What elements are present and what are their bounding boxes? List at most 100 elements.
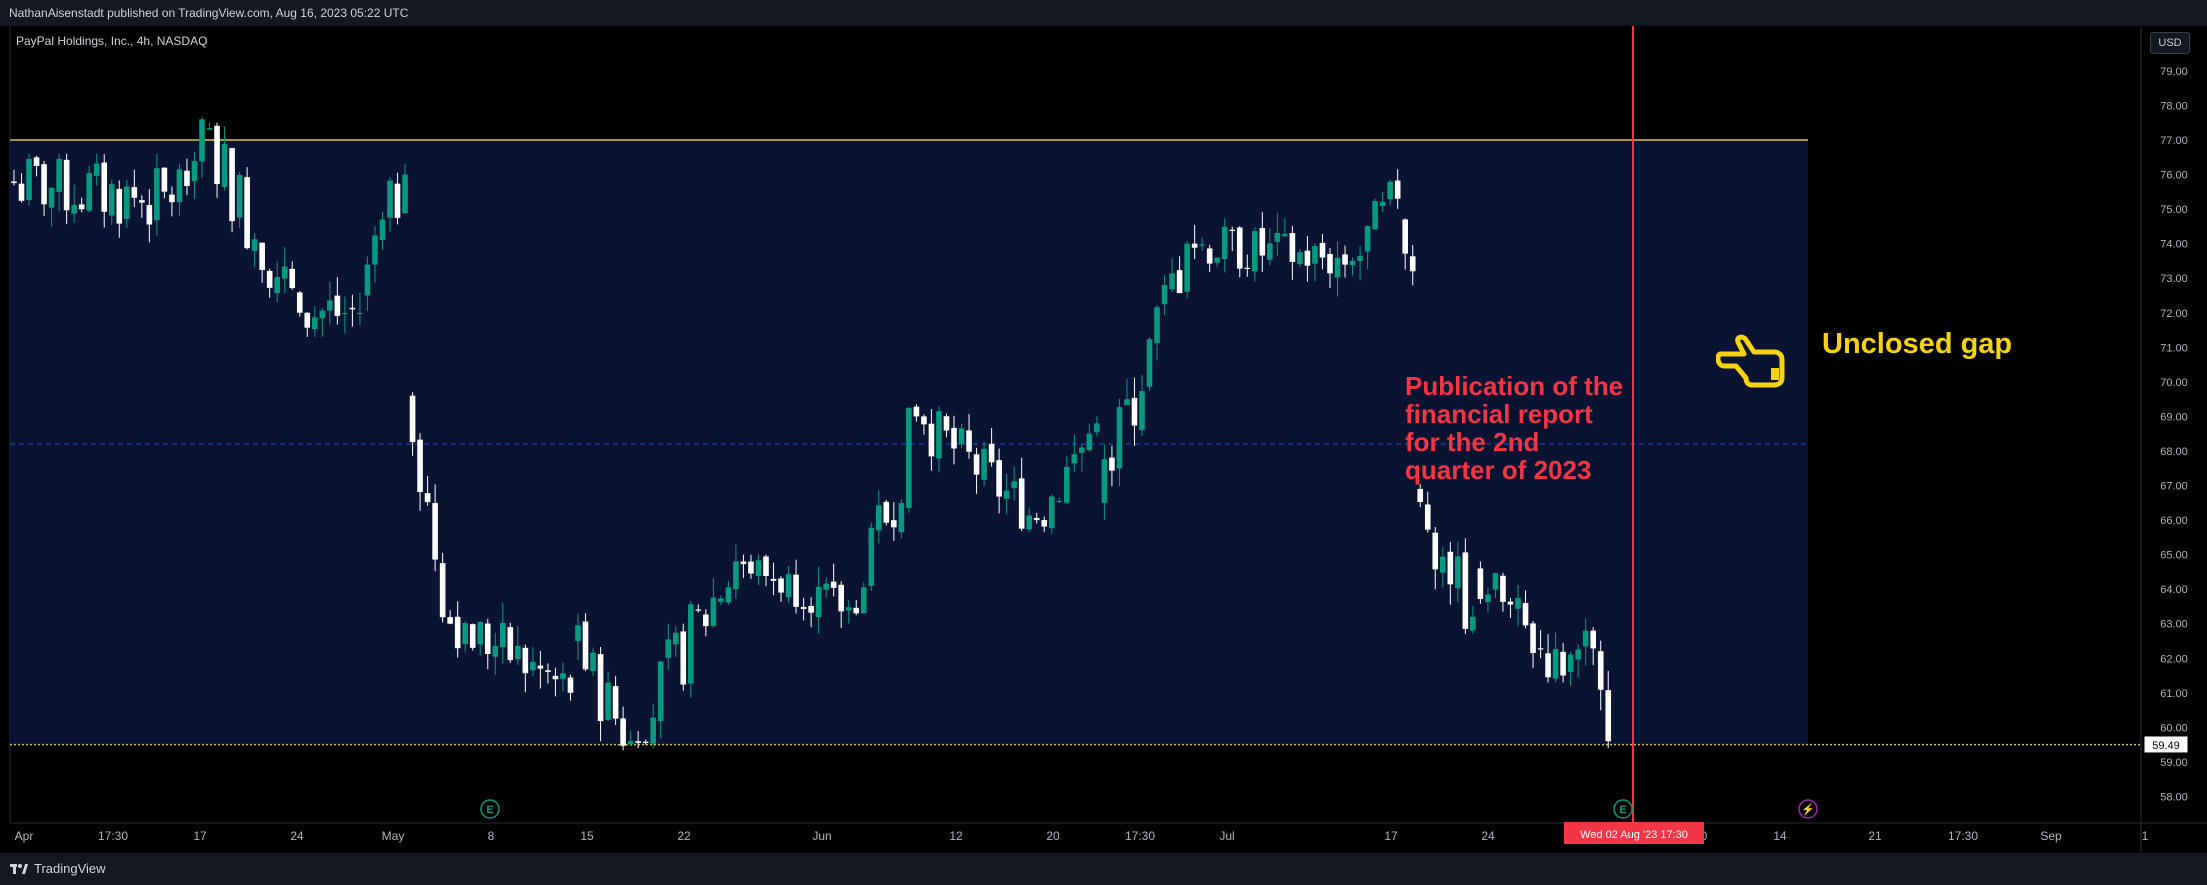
candle bbox=[1432, 532, 1439, 570]
candle bbox=[1552, 648, 1559, 679]
candle bbox=[1206, 248, 1213, 264]
candle bbox=[725, 587, 732, 603]
candle bbox=[1131, 397, 1138, 426]
candle bbox=[1447, 551, 1454, 585]
candle bbox=[507, 627, 514, 661]
candle bbox=[154, 168, 160, 221]
candle bbox=[966, 430, 972, 452]
candle bbox=[537, 665, 544, 669]
candle bbox=[1530, 623, 1536, 653]
price-chart[interactable]: PayPal Holdings, Inc., 4h, NASDAQ 58.00 59… bbox=[0, 26, 2207, 853]
candle bbox=[1470, 616, 1476, 631]
candle bbox=[492, 645, 499, 657]
tradingview-logo[interactable]: TradingView bbox=[10, 853, 106, 885]
candle bbox=[860, 587, 867, 614]
candle bbox=[1590, 630, 1596, 649]
candle bbox=[296, 292, 303, 313]
candle bbox=[913, 406, 920, 417]
candle bbox=[191, 161, 198, 181]
price-tick-label: 64.00 bbox=[2160, 584, 2188, 596]
candle bbox=[184, 170, 190, 187]
candle bbox=[1334, 257, 1341, 278]
candle bbox=[515, 645, 521, 660]
last-price-label: 59.49 bbox=[2152, 740, 2180, 752]
candle bbox=[1267, 243, 1273, 260]
candle bbox=[1582, 630, 1589, 647]
candle bbox=[1357, 256, 1363, 261]
candle bbox=[236, 174, 243, 218]
earnings-marker-aug[interactable] bbox=[1613, 799, 1633, 819]
candle bbox=[928, 423, 935, 457]
time-tick-label: 17 bbox=[193, 829, 207, 843]
candle bbox=[379, 219, 386, 241]
price-tick-label: 65.00 bbox=[2160, 550, 2188, 562]
time-axis-background bbox=[0, 821, 2140, 853]
candle bbox=[409, 395, 416, 443]
candle bbox=[357, 312, 363, 314]
candle bbox=[462, 623, 468, 645]
candle bbox=[1191, 243, 1198, 248]
candle bbox=[146, 204, 153, 225]
candle bbox=[1379, 201, 1386, 206]
earnings-marker-may[interactable] bbox=[480, 799, 500, 819]
candle bbox=[124, 186, 130, 219]
candle bbox=[372, 235, 378, 265]
candle bbox=[424, 493, 431, 503]
candle bbox=[342, 312, 348, 315]
candle bbox=[695, 609, 702, 611]
candle bbox=[815, 586, 822, 618]
candle bbox=[1372, 201, 1378, 230]
candle bbox=[1492, 573, 1499, 590]
candle bbox=[1394, 180, 1401, 199]
time-tick-label: 8 bbox=[488, 829, 495, 843]
currency-button[interactable]: USD bbox=[2150, 32, 2190, 54]
candle bbox=[1161, 285, 1168, 305]
candle bbox=[560, 673, 566, 679]
price-tick-label: 68.00 bbox=[2160, 446, 2188, 458]
candle bbox=[1259, 227, 1266, 256]
time-tick-label: 0 bbox=[1701, 829, 1708, 843]
time-tick-label: Sep bbox=[2040, 829, 2062, 843]
candle bbox=[943, 416, 950, 431]
candle bbox=[748, 561, 754, 574]
candle bbox=[312, 317, 318, 329]
candle bbox=[349, 307, 356, 310]
time-tick-label: 12 bbox=[949, 829, 963, 843]
candle bbox=[289, 268, 296, 289]
dividend-marker[interactable] bbox=[1798, 799, 1818, 819]
candle bbox=[1515, 598, 1521, 609]
candle bbox=[26, 159, 32, 200]
candle bbox=[1567, 654, 1574, 673]
price-tick-label: 74.00 bbox=[2160, 239, 2188, 251]
price-tick-label: 72.00 bbox=[2160, 308, 2188, 320]
candle bbox=[876, 505, 882, 531]
time-tick-label: Apr bbox=[15, 829, 34, 843]
candle bbox=[259, 242, 265, 270]
price-tick-label: 78.00 bbox=[2160, 100, 2188, 112]
candle bbox=[1500, 575, 1506, 602]
candle bbox=[48, 187, 55, 208]
candle bbox=[605, 682, 611, 720]
candle bbox=[1003, 490, 1010, 499]
candle bbox=[221, 143, 228, 187]
candle bbox=[1033, 517, 1040, 521]
candle bbox=[808, 606, 814, 613]
candle bbox=[199, 119, 205, 162]
dividend-marker-label: ⚡ bbox=[1801, 803, 1815, 816]
candle bbox=[522, 647, 529, 674]
candle bbox=[1154, 307, 1160, 343]
time-tick-label: 14 bbox=[1773, 829, 1787, 843]
candle bbox=[1605, 690, 1612, 742]
candle bbox=[327, 300, 333, 311]
candle bbox=[63, 159, 70, 211]
candle bbox=[1477, 568, 1484, 600]
price-tick-label: 69.00 bbox=[2160, 411, 2188, 423]
candle bbox=[1462, 552, 1469, 629]
candle bbox=[545, 670, 551, 672]
candle bbox=[1086, 433, 1093, 451]
candle bbox=[1409, 256, 1416, 272]
candle bbox=[665, 639, 672, 658]
candle bbox=[921, 416, 927, 425]
candle bbox=[778, 578, 784, 593]
candle bbox=[883, 501, 890, 523]
